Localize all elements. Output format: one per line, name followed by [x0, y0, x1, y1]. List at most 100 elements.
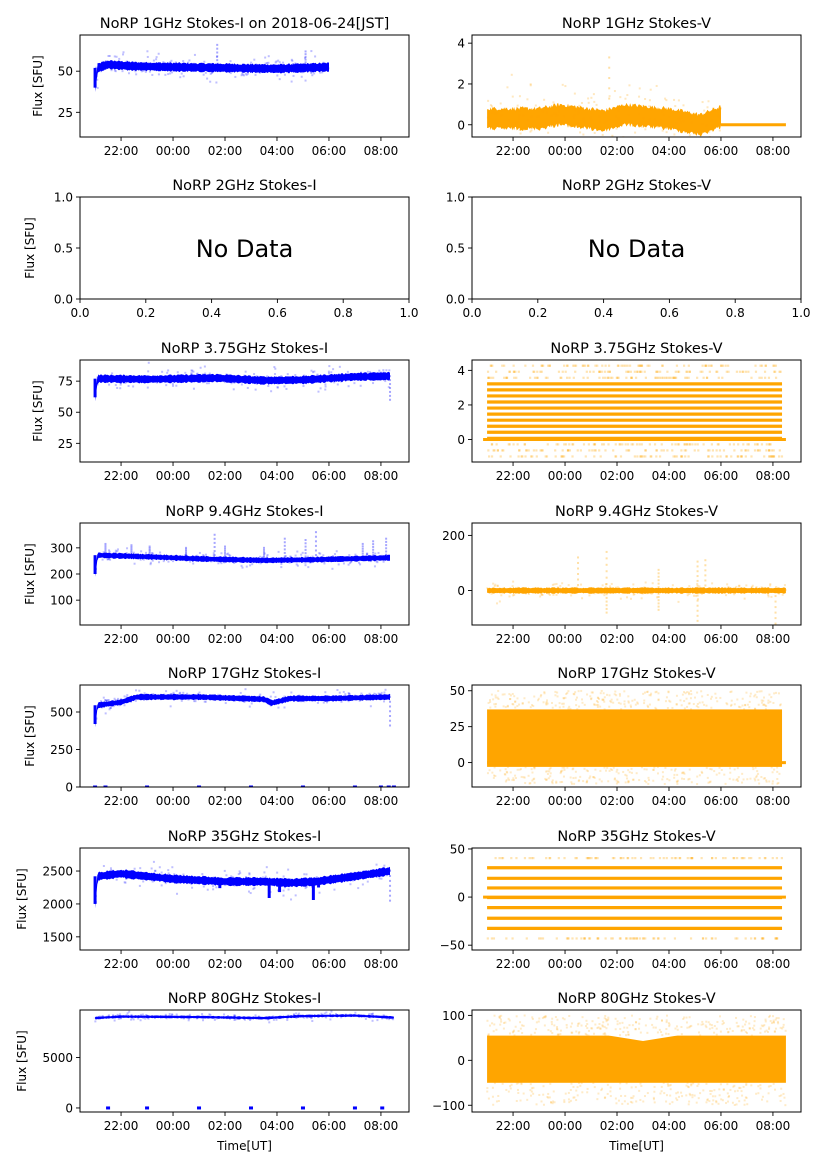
data-point [705, 1026, 708, 1029]
data-point [160, 884, 163, 887]
data-point [263, 698, 266, 701]
data-point [313, 72, 316, 75]
data-point [372, 548, 375, 551]
data-point [511, 95, 514, 98]
data-point [556, 691, 559, 694]
data-point [242, 557, 245, 560]
data-point [772, 449, 775, 452]
data-point [639, 857, 643, 860]
data-point [715, 1033, 718, 1036]
data-point [599, 692, 602, 695]
data-point [120, 381, 123, 384]
data-point [500, 857, 503, 860]
data-point [172, 691, 175, 694]
data-point [594, 364, 597, 367]
data-point [709, 768, 712, 771]
data-point [186, 556, 189, 559]
data-point [123, 66, 126, 69]
data-point [755, 696, 758, 699]
data-point [97, 63, 100, 66]
data-point [661, 129, 664, 132]
data-point [309, 1015, 312, 1018]
data-point [709, 1089, 712, 1092]
data-point [216, 51, 219, 54]
data-point [169, 693, 172, 696]
data-point [169, 61, 172, 64]
data-point [745, 588, 748, 591]
data-point [736, 767, 739, 770]
data-point [377, 1016, 380, 1019]
data-point [688, 693, 691, 696]
data-point [774, 1088, 777, 1091]
data-point [654, 118, 657, 121]
data-point [699, 370, 702, 373]
data-point [152, 693, 155, 696]
data-point [736, 1025, 739, 1028]
data-point [699, 587, 702, 590]
data-point [578, 1031, 581, 1034]
data-point [669, 1094, 672, 1097]
data-point [768, 1014, 771, 1017]
data-point [382, 866, 385, 869]
data-point [342, 696, 345, 699]
data-point [247, 72, 250, 75]
data-point [585, 588, 588, 591]
data-point [625, 937, 628, 940]
data-point [310, 561, 313, 564]
data-point [718, 129, 721, 132]
data-point [293, 558, 296, 561]
data-point [185, 66, 188, 69]
data-point [572, 376, 575, 379]
data-point [618, 937, 622, 940]
data-point [304, 880, 307, 883]
data-point [314, 535, 317, 538]
data-point [623, 1100, 626, 1103]
data-point [116, 381, 119, 384]
data-point [258, 882, 261, 885]
data-point [608, 95, 611, 98]
data-point [299, 1014, 302, 1017]
data-point [779, 1026, 782, 1029]
data-point [657, 608, 660, 611]
data-point [685, 370, 688, 373]
data-point [486, 590, 489, 593]
data-point [593, 449, 596, 452]
data-point [380, 877, 383, 880]
data-point [523, 127, 526, 130]
data-point [589, 116, 592, 119]
data-point [596, 696, 599, 699]
data-point [605, 607, 608, 610]
data-point [191, 369, 194, 372]
data-point [489, 376, 493, 379]
data-point [254, 73, 257, 76]
data-point [705, 704, 708, 707]
data-point [296, 550, 299, 553]
data-point [246, 1016, 249, 1019]
y-tick-label: 0 [65, 1101, 73, 1115]
data-point [304, 53, 307, 56]
data-point [389, 874, 392, 877]
data-point [722, 1088, 725, 1091]
data-point [369, 555, 372, 558]
data-point [108, 54, 111, 57]
data-point [754, 708, 757, 711]
data-point [104, 712, 107, 715]
data-point [628, 937, 631, 940]
data-point [179, 695, 182, 698]
data-point [604, 1096, 607, 1099]
data-point [122, 555, 125, 558]
data-point [167, 560, 170, 563]
data-point [148, 70, 151, 73]
data-point [550, 1023, 553, 1026]
data-point [275, 69, 278, 72]
data-point [556, 1034, 559, 1037]
data-point [203, 373, 206, 376]
data-point [679, 857, 682, 860]
axes-frame [471, 522, 802, 626]
data-point [744, 1030, 747, 1033]
data-point [173, 557, 176, 560]
data-point [508, 1032, 511, 1035]
data-point [382, 371, 385, 374]
y-tick-label: 100 [442, 1009, 465, 1023]
